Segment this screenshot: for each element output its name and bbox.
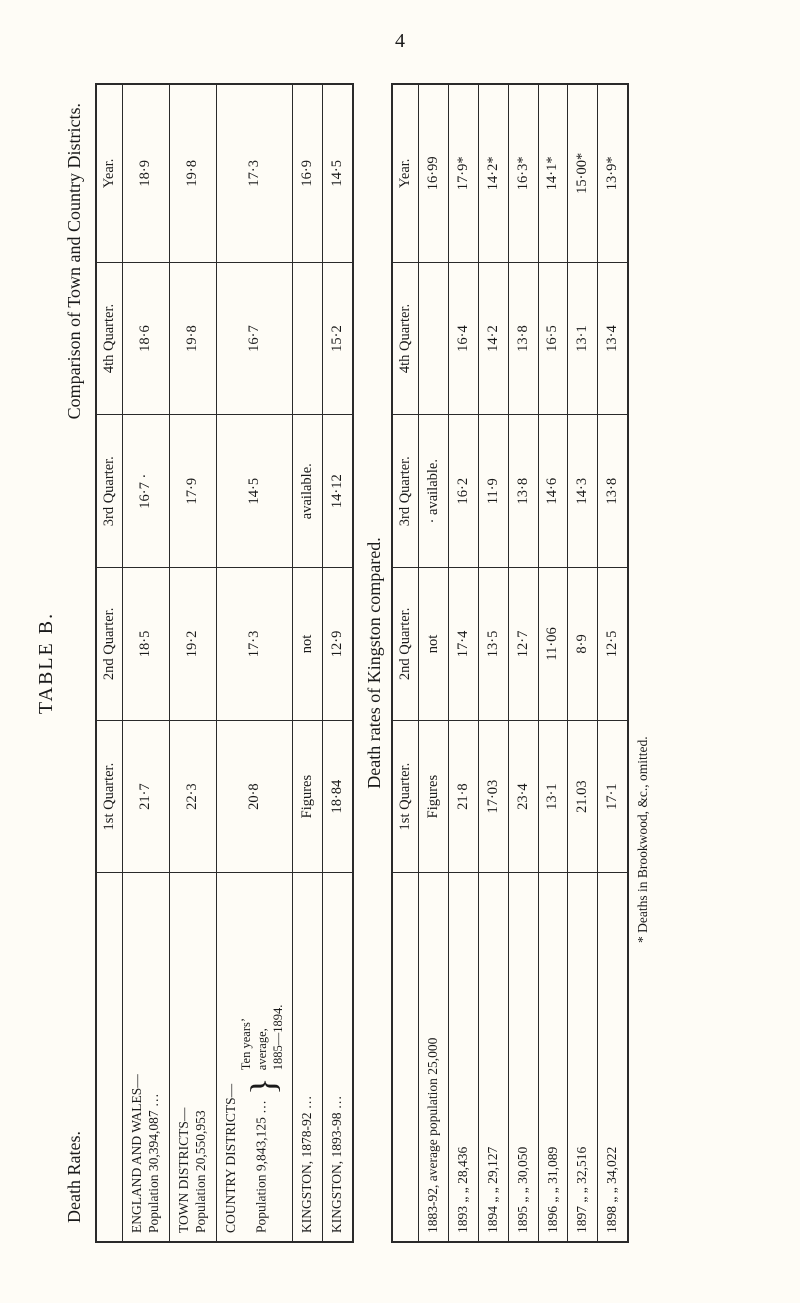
cell: · available. xyxy=(419,415,449,568)
cell: 19·2 xyxy=(169,568,216,721)
rotated-table-area: TABLE B. Death Rates. Comparison of Town… xyxy=(30,73,770,1253)
cell: 16·4 xyxy=(448,262,478,415)
row-label: COUNTRY DISTRICTS— Population 9,843,125 … xyxy=(216,873,293,1242)
brace-label: Ten years’ average, 1885—1894. xyxy=(239,1005,286,1071)
cell: 14·12 xyxy=(323,415,353,568)
brace-icon: } xyxy=(247,1078,279,1095)
col-head-q4: 4th Quarter. xyxy=(96,262,123,415)
cell: 12·7 xyxy=(508,568,538,721)
col-head-q2: 2nd Quarter. xyxy=(96,568,123,721)
cell: 13·1 xyxy=(568,262,598,415)
cell: 13·1 xyxy=(538,720,568,873)
cell: 14·3 xyxy=(568,415,598,568)
cell: 15·00* xyxy=(568,84,598,262)
cell: 18·6 xyxy=(123,262,170,415)
cell: not xyxy=(419,568,449,721)
cell xyxy=(293,262,323,415)
cell: 19·8 xyxy=(169,262,216,415)
col-head-q3: 3rd Quarter. xyxy=(392,415,419,568)
cell: 17·1 xyxy=(598,720,628,873)
cell: 13·4 xyxy=(598,262,628,415)
col-head-q1: 1st Quarter. xyxy=(96,720,123,873)
cell: 16·99 xyxy=(419,84,449,262)
row-label: TOWN DISTRICTS— Population 20,550,953 xyxy=(169,873,216,1242)
cell: 14·1* xyxy=(538,84,568,262)
col-head-year: Year. xyxy=(96,84,123,262)
cell: 16·9 xyxy=(293,84,323,262)
row-label: 1893 „ „ 28,436 xyxy=(448,873,478,1242)
table-death-rates: 1st Quarter. 2nd Quarter. 3rd Quarter. 4… xyxy=(95,83,354,1243)
row-label: ENGLAND AND WALES— Population 30,394,087… xyxy=(123,873,170,1242)
row-label: KINGSTON, 1893-98 … xyxy=(323,873,353,1242)
col-head-year: Year. xyxy=(392,84,419,262)
cell: 13·5 xyxy=(478,568,508,721)
cell: 13·8 xyxy=(508,262,538,415)
table-kingston-compared: 1st Quarter. 2nd Quarter. 3rd Quarter. 4… xyxy=(391,83,629,1243)
cell: available. xyxy=(293,415,323,568)
cell: 15·2 xyxy=(323,262,353,415)
mid-title: Death rates of Kingston compared. xyxy=(354,83,391,1243)
cell: 11·9 xyxy=(478,415,508,568)
cell: 21.03 xyxy=(568,720,598,873)
row-label: 1898 „ „ 34,022 xyxy=(598,873,628,1242)
row-label: 1883-92, average population 25,000 xyxy=(419,873,449,1242)
row-label: 1895 „ „ 30,050 xyxy=(508,873,538,1242)
cell: 12·9 xyxy=(323,568,353,721)
cell: 17·3 xyxy=(216,568,293,721)
cell: 14·2* xyxy=(478,84,508,262)
cell: 14·5 xyxy=(323,84,353,262)
footnote: * Deaths in Brookwood, &c., omitted. xyxy=(635,83,651,1243)
row-label: KINGSTON, 1878-92 … xyxy=(293,873,323,1242)
col-head-q2: 2nd Quarter. xyxy=(392,568,419,721)
cell: 17·3 xyxy=(216,84,293,262)
cell: 14·6 xyxy=(538,415,568,568)
row-label: 1897 „ „ 32,516 xyxy=(568,873,598,1242)
cell: 13·8 xyxy=(598,415,628,568)
cell: 21·7 xyxy=(123,720,170,873)
cell: 19·8 xyxy=(169,84,216,262)
cell: 12·5 xyxy=(598,568,628,721)
row-label: 1896 „ „ 31,089 xyxy=(538,873,568,1242)
cell: 16·7 · xyxy=(123,415,170,568)
cell: 16·5 xyxy=(538,262,568,415)
right-caption: Comparison of Town and Country Districts… xyxy=(64,103,85,419)
cell: 17·9 xyxy=(169,415,216,568)
cell: 18·9 xyxy=(123,84,170,262)
col-head-blank xyxy=(96,873,123,1242)
row-label: 1894 „ „ 29,127 xyxy=(478,873,508,1242)
cell: 11·06 xyxy=(538,568,568,721)
cell: 13·8 xyxy=(508,415,538,568)
left-caption: Death Rates. xyxy=(64,1131,85,1223)
cell: 13·9* xyxy=(598,84,628,262)
col-head-q3: 3rd Quarter. xyxy=(96,415,123,568)
cell: 22·3 xyxy=(169,720,216,873)
cell: 17·4 xyxy=(448,568,478,721)
cell: Figures xyxy=(419,720,449,873)
cell: not xyxy=(293,568,323,721)
col-head-q4: 4th Quarter. xyxy=(392,262,419,415)
page-number: 4 xyxy=(30,30,770,53)
cell: 18·84 xyxy=(323,720,353,873)
cell: 16·7 xyxy=(216,262,293,415)
cell: 21·8 xyxy=(448,720,478,873)
col-head-q1: 1st Quarter. xyxy=(392,720,419,873)
cell: 17·9* xyxy=(448,84,478,262)
cell: 14·2 xyxy=(478,262,508,415)
cell: Figures xyxy=(293,720,323,873)
col-head-blank xyxy=(392,873,419,1242)
cell: 14·5 xyxy=(216,415,293,568)
cell: 20·8 xyxy=(216,720,293,873)
cell: 23·4 xyxy=(508,720,538,873)
cell: 17·03 xyxy=(478,720,508,873)
cell: 16·2 xyxy=(448,415,478,568)
cell xyxy=(419,262,449,415)
cell: 16·3* xyxy=(508,84,538,262)
table-heading: TABLE B. xyxy=(35,73,58,1253)
cell: 8·9 xyxy=(568,568,598,721)
cell: 18·5 xyxy=(123,568,170,721)
